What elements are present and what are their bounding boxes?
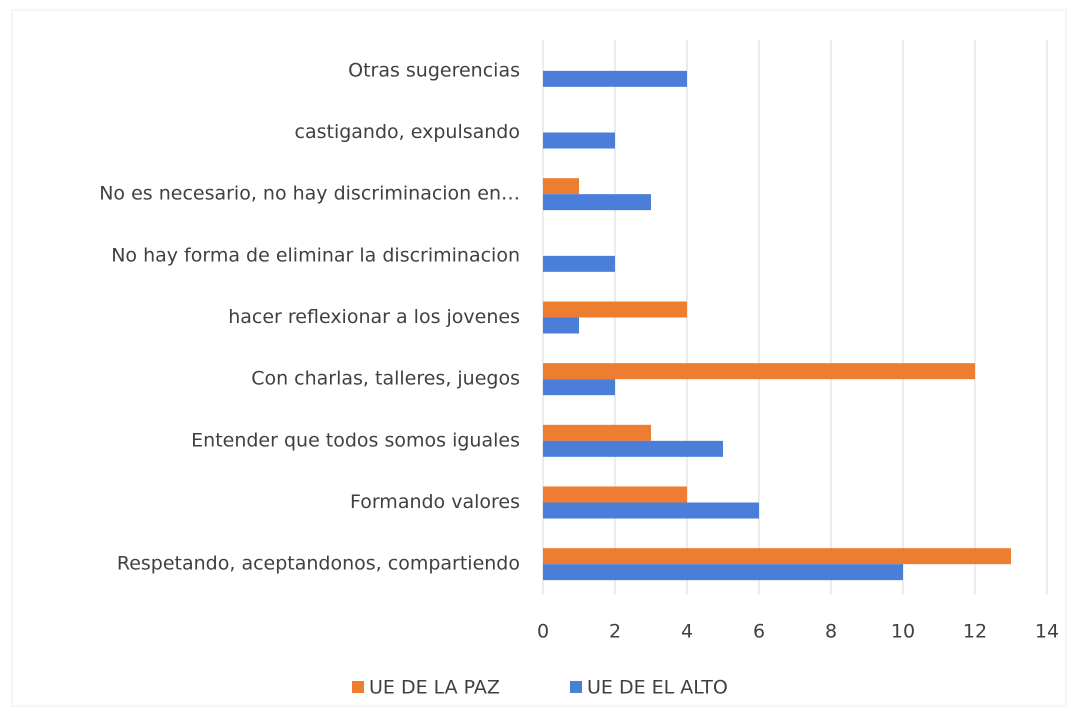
bar	[543, 564, 903, 581]
bar	[543, 363, 975, 380]
y-tick-label: castigando, expulsando	[295, 121, 520, 143]
legend-swatch	[570, 681, 582, 693]
legend-label: UE DE EL ALTO	[587, 677, 728, 699]
bar	[543, 70, 687, 87]
bar	[543, 301, 687, 318]
bar	[543, 440, 723, 457]
y-tick-label: No hay forma de eliminar la discriminaci…	[111, 244, 520, 266]
bar	[543, 132, 615, 149]
bar	[543, 548, 1011, 565]
bar	[543, 178, 579, 195]
y-tick-label: hacer reflexionar a los jovenes	[228, 306, 520, 328]
bar	[543, 379, 615, 396]
chart-frame	[11, 9, 1067, 707]
y-tick-label: Otras sugerencias	[348, 59, 520, 81]
bar	[543, 486, 687, 503]
x-tick-label: 10	[891, 621, 915, 643]
bar	[543, 317, 579, 334]
y-tick-label: Respetando, aceptandonos, compartiendo	[117, 553, 520, 575]
x-tick-label: 12	[963, 621, 987, 643]
bar	[543, 255, 615, 272]
legend-swatch	[352, 681, 364, 693]
y-tick-label: Con charlas, talleres, juegos	[251, 368, 520, 390]
y-tick-label: Formando valores	[350, 491, 520, 513]
x-tick-label: 8	[825, 621, 837, 643]
bar	[543, 194, 651, 211]
bar	[543, 424, 651, 441]
x-tick-label: 4	[681, 621, 693, 643]
x-tick-label: 0	[537, 621, 549, 643]
x-tick-label: 14	[1035, 621, 1059, 643]
legend-label: UE DE LA PAZ	[369, 677, 500, 699]
y-tick-label: No es necesario, no hay discriminacion e…	[99, 183, 520, 205]
y-tick-label: Entender que todos somos iguales	[191, 429, 520, 451]
x-tick-label: 6	[753, 621, 765, 643]
bar	[543, 502, 759, 519]
x-tick-label: 2	[609, 621, 621, 643]
